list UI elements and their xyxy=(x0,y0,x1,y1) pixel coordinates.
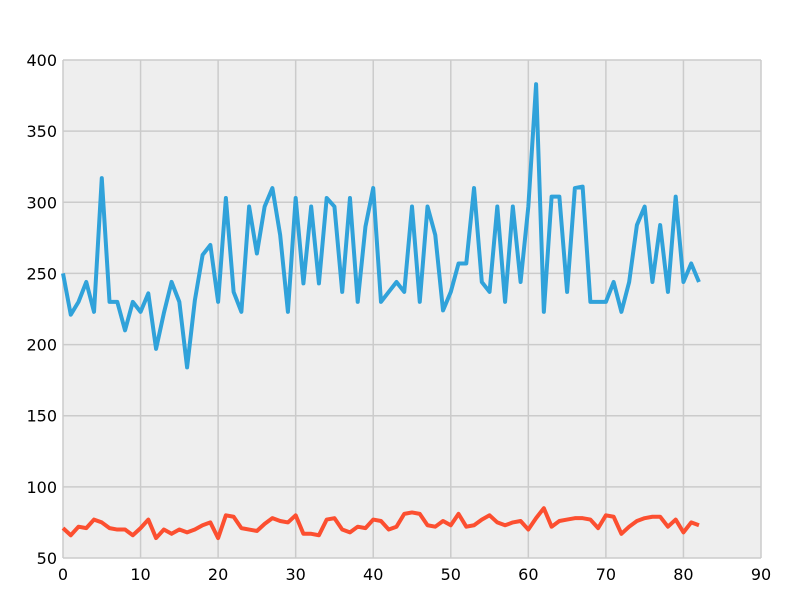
series-line-2 xyxy=(61,506,700,541)
x-tick-label: 0 xyxy=(58,565,68,584)
grid-lines xyxy=(62,59,762,559)
y-tick-label: 400 xyxy=(26,51,57,70)
y-tick-label: 50 xyxy=(37,549,57,568)
y-tick-label: 100 xyxy=(26,478,57,497)
y-axis-ticks: 50 100 150 200 250 300 350 400 xyxy=(26,51,57,568)
x-tick-label: 10 xyxy=(130,565,150,584)
x-tick-label: 70 xyxy=(596,565,616,584)
y-tick-label: 150 xyxy=(26,407,57,426)
x-tick-label: 40 xyxy=(363,565,383,584)
x-tick-label: 20 xyxy=(208,565,228,584)
x-tick-label: 90 xyxy=(751,565,771,584)
y-tick-label: 350 xyxy=(26,122,57,141)
y-tick-label: 250 xyxy=(26,264,57,283)
x-tick-label: 50 xyxy=(441,565,461,584)
x-axis-ticks: 0 10 20 30 40 50 60 70 80 90 xyxy=(58,565,771,584)
series-line-1 xyxy=(61,82,701,370)
x-tick-label: 60 xyxy=(518,565,538,584)
x-tick-label: 80 xyxy=(673,565,693,584)
plot-area xyxy=(63,60,761,558)
series-lines xyxy=(61,82,701,541)
x-tick-label: 30 xyxy=(285,565,305,584)
y-tick-label: 300 xyxy=(26,193,57,212)
y-tick-label: 200 xyxy=(26,336,57,355)
